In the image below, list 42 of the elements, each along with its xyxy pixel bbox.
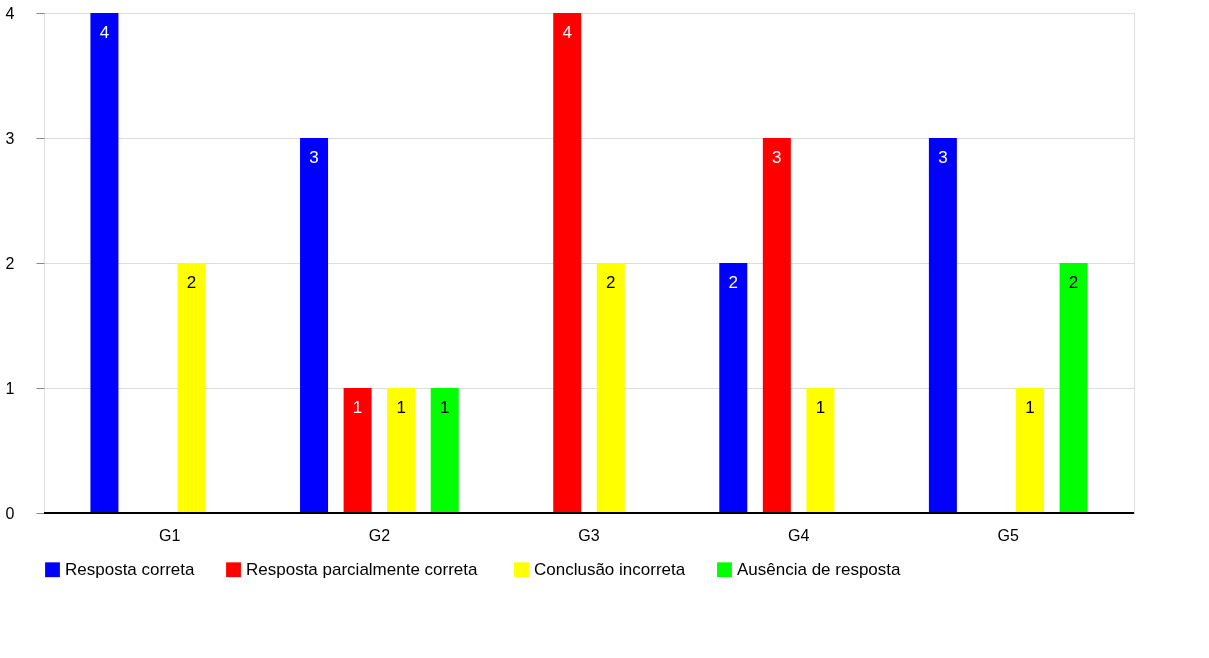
- data-label: 1: [352, 398, 363, 417]
- bar: [387, 388, 416, 513]
- bar: [806, 388, 835, 513]
- data-label: 2: [1068, 273, 1079, 292]
- x-tick-label: G3: [578, 526, 600, 544]
- data-label: 2: [606, 273, 616, 292]
- data-label: 4: [562, 23, 572, 42]
- data-label: 3: [938, 148, 948, 167]
- data-label: 2: [728, 273, 739, 292]
- data-label: 1: [439, 398, 450, 417]
- legend-label: Resposta parcialmente correta: [246, 559, 479, 579]
- data-label: 3: [309, 148, 319, 167]
- legend-label: Ausência de resposta: [737, 559, 902, 579]
- data-label: 4: [99, 23, 110, 42]
- y-tick-label: 1: [5, 379, 15, 397]
- bar: [90, 13, 119, 513]
- data-label: 1: [1025, 398, 1035, 417]
- y-tick-label: 4: [5, 4, 15, 22]
- data-label: 1: [815, 398, 826, 417]
- bar: [430, 388, 459, 513]
- bar: [343, 388, 372, 513]
- bar: [553, 13, 582, 513]
- x-tick-label: G1: [159, 526, 181, 544]
- bar: [177, 263, 206, 513]
- bar: [596, 263, 625, 513]
- bar: [928, 138, 957, 513]
- x-tick-label: G2: [368, 526, 391, 544]
- y-tick-label: 3: [5, 129, 15, 147]
- legend-label: Resposta correta: [65, 559, 195, 579]
- data-label: 2: [186, 273, 197, 292]
- y-tick-label: 2: [5, 254, 15, 272]
- data-label: 3: [772, 148, 782, 167]
- x-tick-label: G5: [997, 526, 1019, 544]
- legend-label: Conclusão incorreta: [534, 559, 686, 579]
- bar: [1059, 263, 1088, 513]
- bar: [762, 138, 791, 513]
- data-label: 1: [396, 398, 406, 417]
- bar: [719, 263, 748, 513]
- y-tick-label: 0: [5, 504, 15, 522]
- x-tick-label: G4: [787, 526, 810, 544]
- bar: [1016, 388, 1045, 513]
- bar: [300, 138, 329, 513]
